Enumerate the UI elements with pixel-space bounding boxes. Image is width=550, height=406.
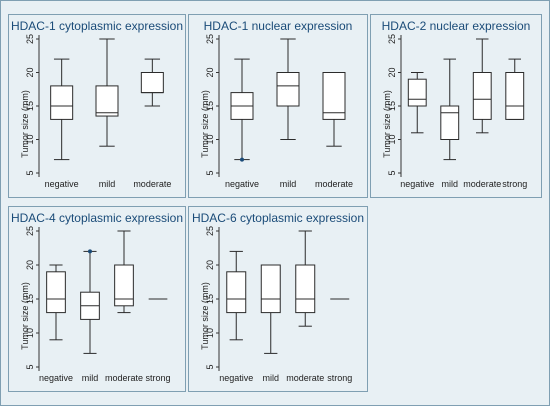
y-tick-label: 20 xyxy=(387,67,397,77)
chart-plot: 5 10 15 20 25 negative mild moderate strong xyxy=(205,226,352,383)
box-iqr xyxy=(50,85,74,120)
box-mild xyxy=(276,38,300,140)
category-label: mild xyxy=(82,373,99,383)
box-iqr xyxy=(260,264,281,314)
category-label: moderate xyxy=(105,373,143,383)
box-moderate xyxy=(114,230,134,314)
box-mild xyxy=(80,249,100,354)
category-label: strong xyxy=(502,179,527,189)
y-tick-label: 20 xyxy=(25,67,35,77)
y-tick-label: 5 xyxy=(205,364,215,369)
category-label: mild xyxy=(262,373,279,383)
box-mild xyxy=(260,264,281,354)
box-negative xyxy=(46,264,66,341)
chart-panel-hdac6-cytoplasmic: HDAC-6 cytoplasmic expression Tumor size… xyxy=(188,206,368,392)
box-strong xyxy=(505,58,525,120)
category-label: negative xyxy=(225,179,259,189)
box-iqr xyxy=(505,72,525,120)
category-label: mild xyxy=(441,179,458,189)
box-negative xyxy=(407,72,427,134)
y-tick-label: 20 xyxy=(25,260,35,270)
y-tick-label: 15 xyxy=(205,294,215,304)
category-label: mild xyxy=(280,179,297,189)
chart-panel-hdac4-cytoplasmic: HDAC-4 cytoplasmic expression Tumor size… xyxy=(8,206,186,392)
chart-plot: 5 10 15 20 25 negative mild moderate xyxy=(205,34,353,189)
box-iqr xyxy=(276,72,300,107)
box-mild xyxy=(95,38,119,147)
box-negative xyxy=(230,58,254,162)
y-tick-label: 10 xyxy=(25,328,35,338)
y-tick-label: 10 xyxy=(205,328,215,338)
chart-title: HDAC-1 nuclear expression xyxy=(203,19,353,33)
y-tick-label: 5 xyxy=(25,364,35,369)
category-label: moderate xyxy=(315,179,353,189)
y-tick-label: 25 xyxy=(205,226,215,236)
y-tick-label: 25 xyxy=(387,34,397,44)
category-label: negative xyxy=(39,373,73,383)
y-tick-label: 20 xyxy=(205,260,215,270)
chart-plot: 5 10 15 20 25 negative mild moderate strong xyxy=(25,226,171,383)
chart-plot: 5 10 15 20 25 negative mild moderate strong xyxy=(387,34,527,189)
chart-panel-hdac2-nuclear: HDAC-2 nuclear expression Tumor size (mm… xyxy=(370,14,542,198)
y-tick-label: 15 xyxy=(205,101,215,111)
category-label: strong xyxy=(327,373,352,383)
category-label: strong xyxy=(145,373,170,383)
box-negative xyxy=(226,250,247,341)
y-tick-label: 25 xyxy=(25,34,35,44)
y-tick-label: 25 xyxy=(25,226,35,236)
y-tick-label: 5 xyxy=(205,170,215,175)
category-label: negative xyxy=(400,179,434,189)
box-iqr xyxy=(46,271,66,314)
y-tick-label: 20 xyxy=(205,67,215,77)
box-negative xyxy=(50,58,74,161)
box-iqr xyxy=(472,72,492,120)
category-label: mild xyxy=(99,179,116,189)
y-tick-label: 15 xyxy=(25,101,35,111)
box-iqr xyxy=(322,72,346,120)
outlier-point xyxy=(88,249,92,254)
box-moderate xyxy=(322,72,346,147)
category-label: moderate xyxy=(286,373,324,383)
chart-panel-hdac1-cytoplasmic: HDAC-1 cytoplasmic expression Tumor size… xyxy=(8,14,186,198)
chart-title: HDAC-1 cytoplasmic expression xyxy=(10,19,184,33)
box-iqr xyxy=(114,264,134,307)
category-label: negative xyxy=(45,179,79,189)
y-tick-label: 5 xyxy=(387,170,397,175)
category-label: moderate xyxy=(133,179,171,189)
y-tick-label: 5 xyxy=(25,170,35,175)
box-iqr xyxy=(226,271,247,314)
box-iqr xyxy=(95,85,119,117)
y-tick-label: 10 xyxy=(387,134,397,144)
box-moderate xyxy=(472,38,492,134)
y-tick-label: 15 xyxy=(25,294,35,304)
category-label: moderate xyxy=(463,179,501,189)
chart-title: HDAC-6 cytoplasmic expression xyxy=(191,211,365,225)
box-iqr xyxy=(407,78,427,107)
chart-plot: 5 10 15 20 25 negative mild moderate xyxy=(25,34,171,189)
outlier-point xyxy=(240,157,244,162)
chart-panel-hdac1-nuclear: HDAC-1 nuclear expression Tumor size (mm… xyxy=(188,14,368,198)
box-moderate xyxy=(295,230,316,327)
y-tick-label: 15 xyxy=(387,101,397,111)
chart-title: HDAC-4 cytoplasmic expression xyxy=(10,211,184,225)
y-tick-label: 10 xyxy=(205,134,215,144)
chart-title: HDAC-2 nuclear expression xyxy=(381,19,531,33)
y-tick-label: 10 xyxy=(25,134,35,144)
category-label: negative xyxy=(219,373,253,383)
box-iqr xyxy=(440,105,460,140)
box-iqr xyxy=(295,264,316,314)
box-mild xyxy=(440,58,460,161)
y-tick-label: 25 xyxy=(205,34,215,44)
box-iqr xyxy=(140,72,164,94)
box-moderate xyxy=(140,58,164,107)
